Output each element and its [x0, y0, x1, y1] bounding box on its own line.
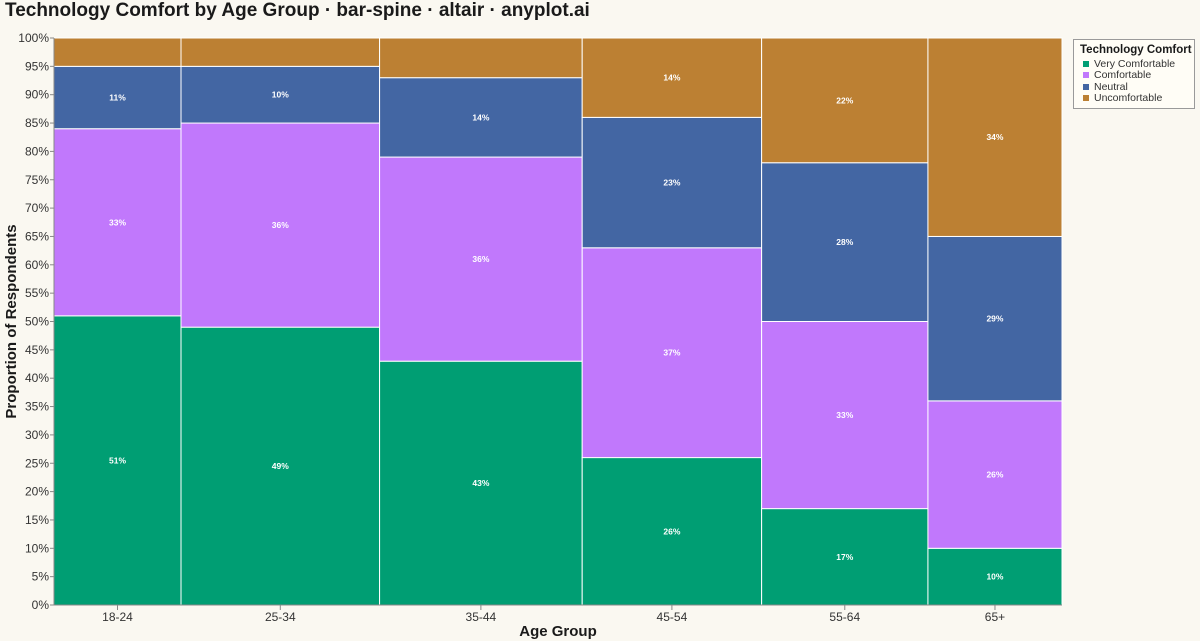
bar-segment-35-44-very-comfortable	[379, 360, 583, 606]
legend-item-neutral: Neutral	[1080, 81, 1188, 93]
data-label-18-24-very-comfortable: 51%	[109, 455, 126, 465]
y-tick-label-13: 65%	[25, 229, 49, 243]
y-tick-label-20: 100%	[18, 31, 49, 45]
y-tick-label-12: 60%	[25, 258, 49, 272]
bar-segment-25-34-neutral	[180, 65, 381, 124]
bar-segment-18-24-uncomfortable	[53, 37, 182, 67]
legend-label-neutral: Neutral	[1094, 80, 1128, 93]
y-tick-label-6: 30%	[25, 428, 49, 442]
bar-segment-55-64-very-comfortable	[761, 508, 929, 606]
legend-swatch-uncomfortable	[1083, 95, 1089, 102]
data-label-65-very-comfortable: 10%	[986, 572, 1003, 582]
y-tick-label-18: 90%	[25, 88, 49, 102]
x-tick-label-25-34: 25-34	[265, 610, 296, 624]
data-label-25-34-comfortable: 36%	[272, 220, 289, 230]
legend-swatch-neutral	[1083, 83, 1089, 90]
y-tick-label-3: 15%	[25, 513, 49, 527]
y-tick-label-11: 55%	[25, 286, 49, 300]
bar-segment-35-44-uncomfortable	[379, 37, 583, 79]
bar-segment-25-34-very-comfortable	[180, 326, 381, 606]
y-tick-label-7: 35%	[25, 400, 49, 414]
chart-title: Technology Comfort by Age Group · bar-sp…	[5, 0, 590, 21]
legend-item-uncomfortable: Uncomfortable	[1080, 92, 1188, 105]
data-label-35-44-neutral: 14%	[472, 112, 489, 122]
y-tick-label-17: 85%	[25, 116, 49, 130]
data-label-55-64-very-comfortable: 17%	[836, 552, 853, 562]
data-label-65-comfortable: 26%	[986, 470, 1003, 480]
data-label-45-54-neutral: 23%	[663, 178, 680, 188]
x-tick-label-35-44: 35-44	[466, 610, 497, 624]
legend-item-very-comfortable: Very Comfortable	[1080, 58, 1188, 70]
legend-title: Technology Comfort	[1080, 44, 1192, 56]
bar-segment-45-54-comfortable	[581, 247, 763, 459]
y-tick-label-8: 40%	[25, 371, 49, 385]
x-tick-label-45-54: 45-54	[657, 610, 688, 624]
data-label-45-54-very-comfortable: 26%	[663, 526, 680, 536]
legend-label-very-comfortable: Very Comfortable	[1094, 57, 1176, 70]
legend-label-uncomfortable: Uncomfortable	[1094, 92, 1163, 105]
bar-segment-65-uncomfortable	[927, 37, 1063, 237]
y-tick-label-5: 25%	[25, 456, 49, 470]
data-label-55-64-comfortable: 33%	[836, 410, 853, 420]
y-tick-label-9: 45%	[25, 343, 49, 357]
data-label-55-64-neutral: 28%	[836, 237, 853, 247]
data-label-65-neutral: 29%	[986, 314, 1003, 324]
bar-segment-25-34-comfortable	[180, 122, 381, 328]
legend: Technology Comfort Very Comfortable Comf…	[1073, 39, 1195, 109]
bar-segment-35-44-neutral	[379, 77, 583, 158]
y-tick-label-16: 80%	[25, 144, 49, 158]
bar-segment-55-64-uncomfortable	[761, 37, 929, 164]
y-tick-label-15: 75%	[25, 173, 49, 187]
y-tick-label-14: 70%	[25, 201, 49, 215]
y-tick-label-1: 5%	[32, 570, 50, 584]
data-label-18-24-comfortable: 33%	[109, 217, 126, 227]
legend-swatch-very-comfortable	[1083, 60, 1089, 67]
bar-segment-65-comfortable	[927, 400, 1063, 549]
bar-segment-25-34-uncomfortable	[180, 37, 381, 67]
y-tick-label-10: 50%	[25, 315, 49, 329]
bar-segment-45-54-very-comfortable	[581, 457, 763, 606]
x-tick-label-55-64: 55-64	[829, 610, 860, 624]
data-label-25-34-neutral: 10%	[272, 90, 289, 100]
y-axis-title: Proportion of Respondents	[3, 224, 20, 418]
data-label-45-54-uncomfortable: 14%	[663, 73, 680, 83]
data-label-35-44-comfortable: 36%	[472, 254, 489, 264]
data-label-65-uncomfortable: 34%	[986, 132, 1003, 142]
legend-item-comfortable: Comfortable	[1080, 69, 1188, 82]
legend-swatch-comfortable	[1083, 72, 1089, 79]
bar-segment-45-54-neutral	[581, 116, 763, 249]
data-label-45-54-comfortable: 37%	[663, 348, 680, 358]
data-label-55-64-uncomfortable: 22%	[836, 95, 853, 105]
bar-segment-18-24-comfortable	[53, 128, 182, 317]
data-label-35-44-very-comfortable: 43%	[472, 478, 489, 488]
x-tick-label-65: 65+	[985, 610, 1005, 624]
y-tick-label-4: 20%	[25, 485, 49, 499]
x-axis-title: Age Group	[519, 623, 597, 640]
y-tick-label-0: 0%	[32, 598, 50, 612]
data-label-25-34-very-comfortable: 49%	[272, 461, 289, 471]
data-label-18-24-neutral: 11%	[109, 93, 126, 103]
y-tick-label-19: 95%	[25, 59, 49, 73]
bar-segment-65-neutral	[927, 235, 1063, 402]
x-tick-label-18-24: 18-24	[102, 610, 133, 624]
y-tick-label-2: 10%	[25, 541, 49, 555]
legend-label-comfortable: Comfortable	[1094, 69, 1152, 82]
